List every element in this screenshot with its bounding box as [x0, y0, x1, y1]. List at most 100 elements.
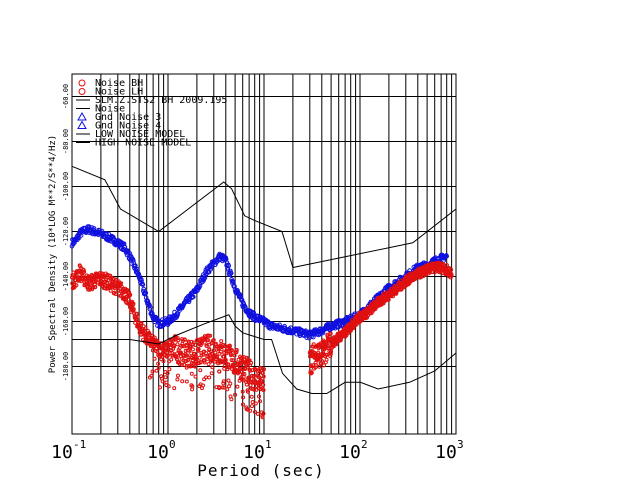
data-point: [217, 369, 222, 374]
data-point: [200, 386, 204, 391]
data-point: [313, 365, 318, 370]
data-point: [147, 302, 152, 308]
data-point: [334, 342, 339, 347]
data-point: [225, 387, 230, 392]
data-point: [186, 299, 192, 305]
data-point: [231, 279, 236, 285]
data-point: [133, 320, 138, 325]
data-point: [108, 239, 114, 244]
data-point: [325, 352, 329, 357]
data-point: [152, 335, 157, 340]
data-point: [210, 365, 215, 370]
legend-label: LOW NOISE MODEL: [95, 129, 185, 140]
data-point: [148, 305, 153, 310]
data-point: [172, 344, 177, 349]
data-point: [233, 392, 238, 397]
data-point: [232, 370, 237, 375]
data-point: [229, 358, 234, 363]
data-point: [175, 336, 180, 341]
data-point: [444, 253, 450, 259]
data-point: [184, 379, 189, 384]
data-point: [185, 353, 190, 358]
data-point: [202, 377, 207, 382]
data-point: [449, 267, 454, 272]
data-point: [329, 349, 334, 354]
data-point: [182, 337, 187, 342]
data-point: [139, 321, 144, 326]
y-tick-labels: -60.00 -80.00 -100.00 -120.00 -140.00 -160.00…: [62, 84, 70, 381]
data-point: [226, 263, 231, 269]
data-point: [209, 351, 214, 356]
data-point: [288, 325, 294, 331]
series-noise-bh: [70, 263, 266, 420]
data-point: [219, 339, 224, 344]
x-tick-exponent: 0: [169, 438, 176, 451]
data-point: [81, 268, 86, 273]
data-point: [211, 338, 216, 342]
data-point: [163, 375, 168, 380]
data-point: [246, 379, 251, 384]
x-tick-base: 10: [51, 442, 73, 463]
data-point: [309, 370, 314, 375]
data-point: [241, 395, 246, 400]
x-tick-exponent: 2: [361, 438, 368, 451]
data-point: [191, 294, 196, 300]
data-point: [140, 282, 146, 287]
data-point: [190, 384, 195, 389]
data-point: [189, 371, 194, 376]
data-point: [229, 353, 233, 358]
data-point: [237, 378, 242, 383]
data-point: [242, 372, 247, 376]
data-point: [234, 350, 239, 355]
x-tick-label: 10 1: [243, 438, 271, 463]
data-point: [221, 354, 226, 359]
data-point: [313, 363, 318, 368]
data-point: [182, 362, 187, 367]
data-point: [222, 385, 227, 390]
data-point: [134, 311, 139, 316]
y-tick-label: -120.00: [62, 217, 70, 247]
data-point: [222, 366, 227, 371]
data-point: [208, 333, 213, 338]
data-point: [193, 353, 198, 358]
data-point: [207, 375, 212, 380]
series-high-noise-model: [71, 165, 457, 269]
y-tick-label: -100.00: [62, 172, 70, 202]
legend-symbol: [77, 111, 87, 121]
data-point: [261, 388, 266, 393]
data-point: [160, 379, 165, 384]
data-point: [227, 384, 231, 389]
data-point: [152, 356, 157, 361]
data-point: [149, 373, 154, 378]
data-point: [260, 370, 265, 375]
data-point: [159, 357, 164, 362]
data-point: [232, 284, 237, 289]
data-point: [213, 350, 218, 355]
data-point: [201, 276, 207, 282]
data-point: [218, 349, 223, 354]
data-point: [197, 355, 202, 360]
data-point: [154, 368, 159, 373]
legend-item: Noise: [76, 104, 125, 115]
data-point: [113, 292, 118, 297]
data-point: [158, 385, 162, 390]
data-point: [128, 292, 133, 297]
data-point: [209, 371, 214, 376]
data-point: [126, 297, 131, 302]
data-point: [167, 367, 172, 372]
x-tick-base: 10: [147, 442, 169, 463]
data-point: [253, 410, 257, 414]
legend-symbol: [78, 79, 86, 87]
data-point: [240, 389, 245, 394]
data-point: [260, 413, 265, 418]
data-point: [102, 274, 107, 279]
data-point: [156, 361, 161, 366]
data-point: [237, 366, 242, 371]
data-point: [257, 375, 262, 380]
x-axis-title: Period (sec): [197, 461, 325, 480]
y-axis-title: Power Spectral Density (10*LOG M**2/S**4…: [48, 135, 58, 373]
legend-symbol: [77, 120, 87, 129]
legend-label: Noise: [95, 104, 125, 115]
data-point: [191, 342, 196, 347]
data-point: [328, 331, 333, 336]
